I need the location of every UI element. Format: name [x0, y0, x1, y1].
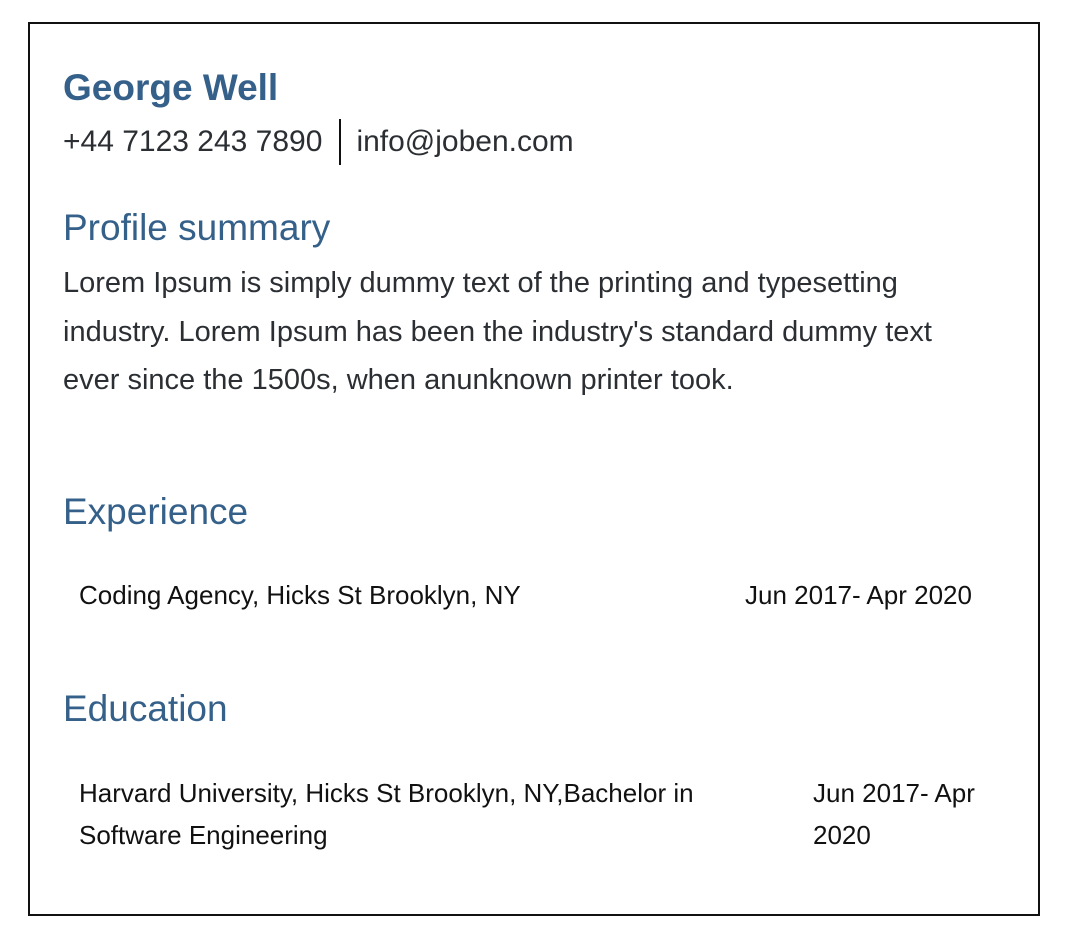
contact-line: +44 7123 243 7890 info@joben.com — [63, 119, 574, 165]
education-dates: Jun 2017- Apr 2020 — [813, 778, 975, 850]
contact-divider — [339, 119, 342, 165]
candidate-name: George Well — [63, 67, 279, 108]
email-address: info@joben.com — [356, 125, 574, 158]
profile-summary-text: Lorem Ipsum is simply dummy text of the … — [63, 267, 932, 396]
experience-organization: Coding Agency, Hicks St Brooklyn, NY — [79, 580, 521, 610]
education-heading: Education — [63, 688, 228, 729]
phone-number: +44 7123 243 7890 — [63, 125, 323, 158]
resume-card: George Well +44 7123 243 7890 info@joben… — [28, 22, 1040, 916]
profile-summary-heading: Profile summary — [63, 207, 331, 248]
experience-heading: Experience — [63, 491, 249, 532]
experience-dates: Jun 2017- Apr 2020 — [745, 580, 972, 610]
education-organization: Harvard University, Hicks St Brooklyn, N… — [79, 778, 694, 850]
